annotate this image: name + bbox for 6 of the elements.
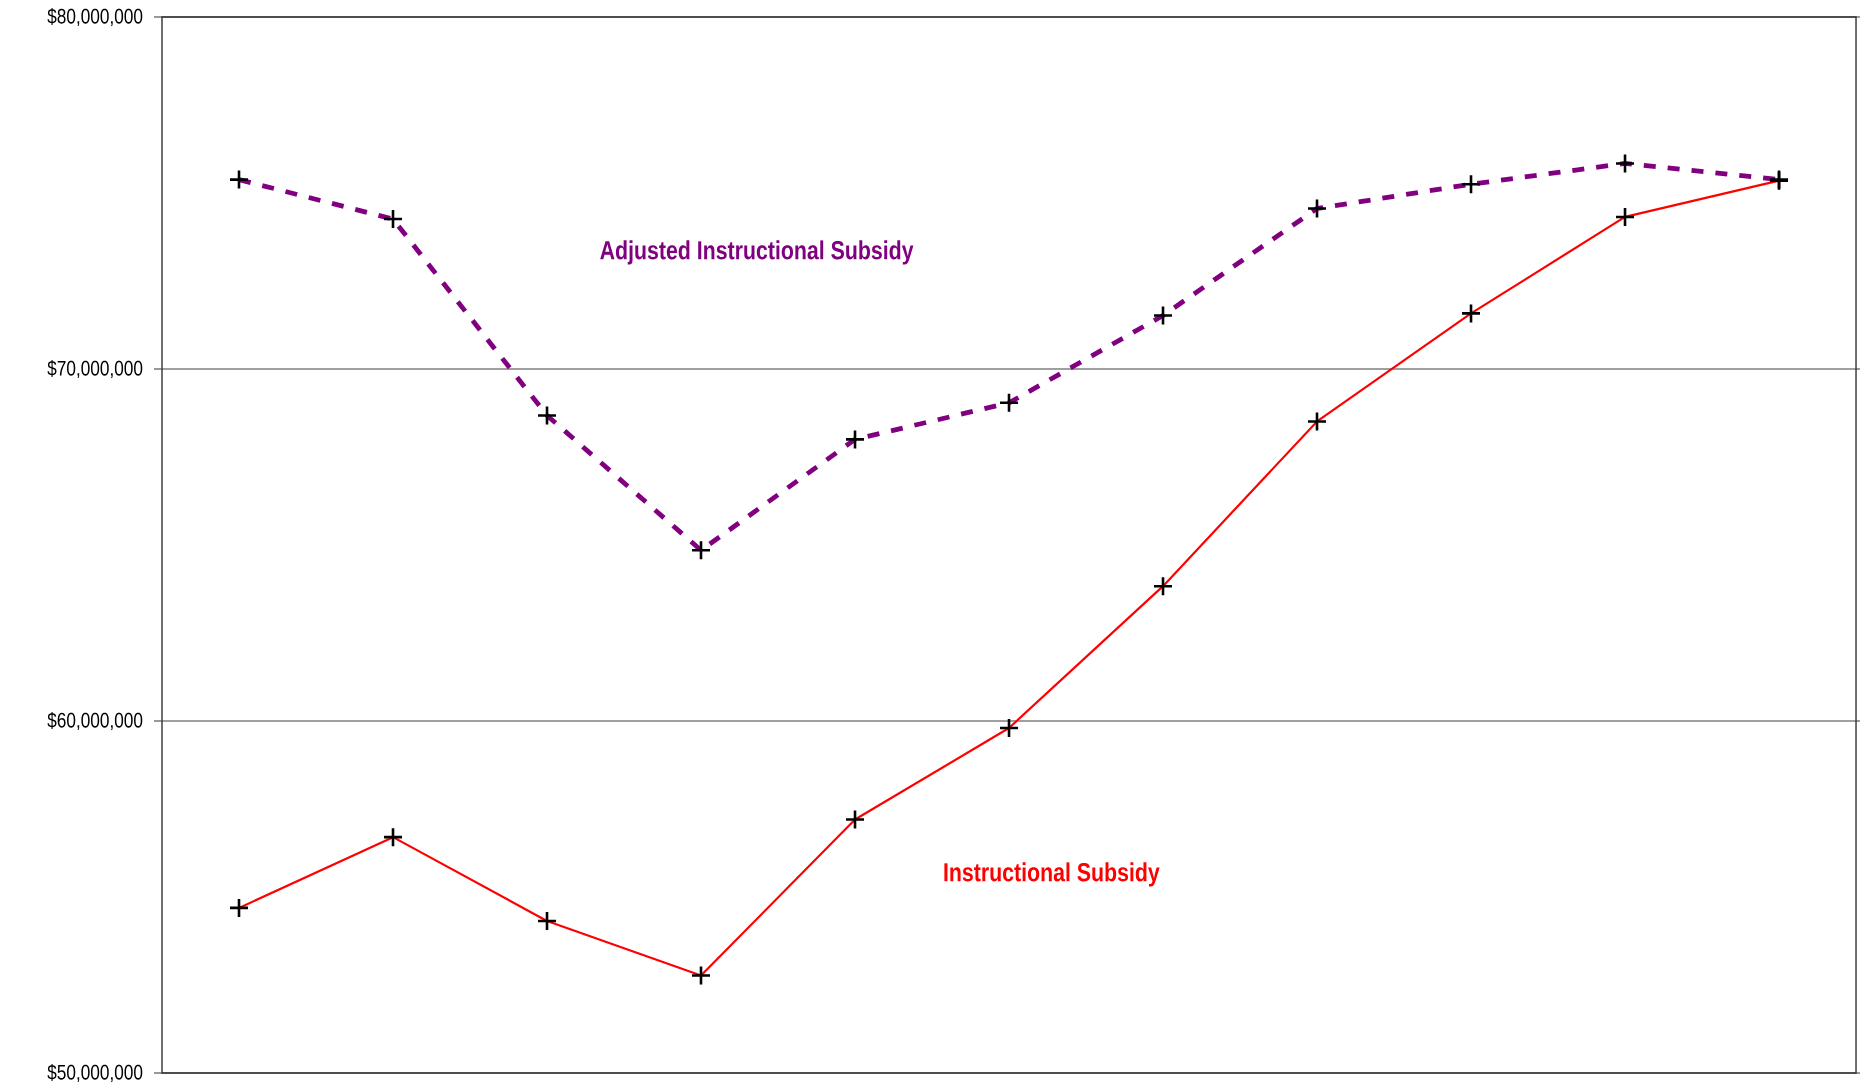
y-tick-label: $60,000,000 [47,711,143,731]
y-tick-label: $50,000,000 [47,1063,143,1083]
y-tick-label: $80,000,000 [47,7,143,27]
y-tick-label: $70,000,000 [47,359,143,379]
text: Instructional Subsidy [944,862,1160,887]
text: Adjusted Instructional Subsidy [600,240,914,265]
